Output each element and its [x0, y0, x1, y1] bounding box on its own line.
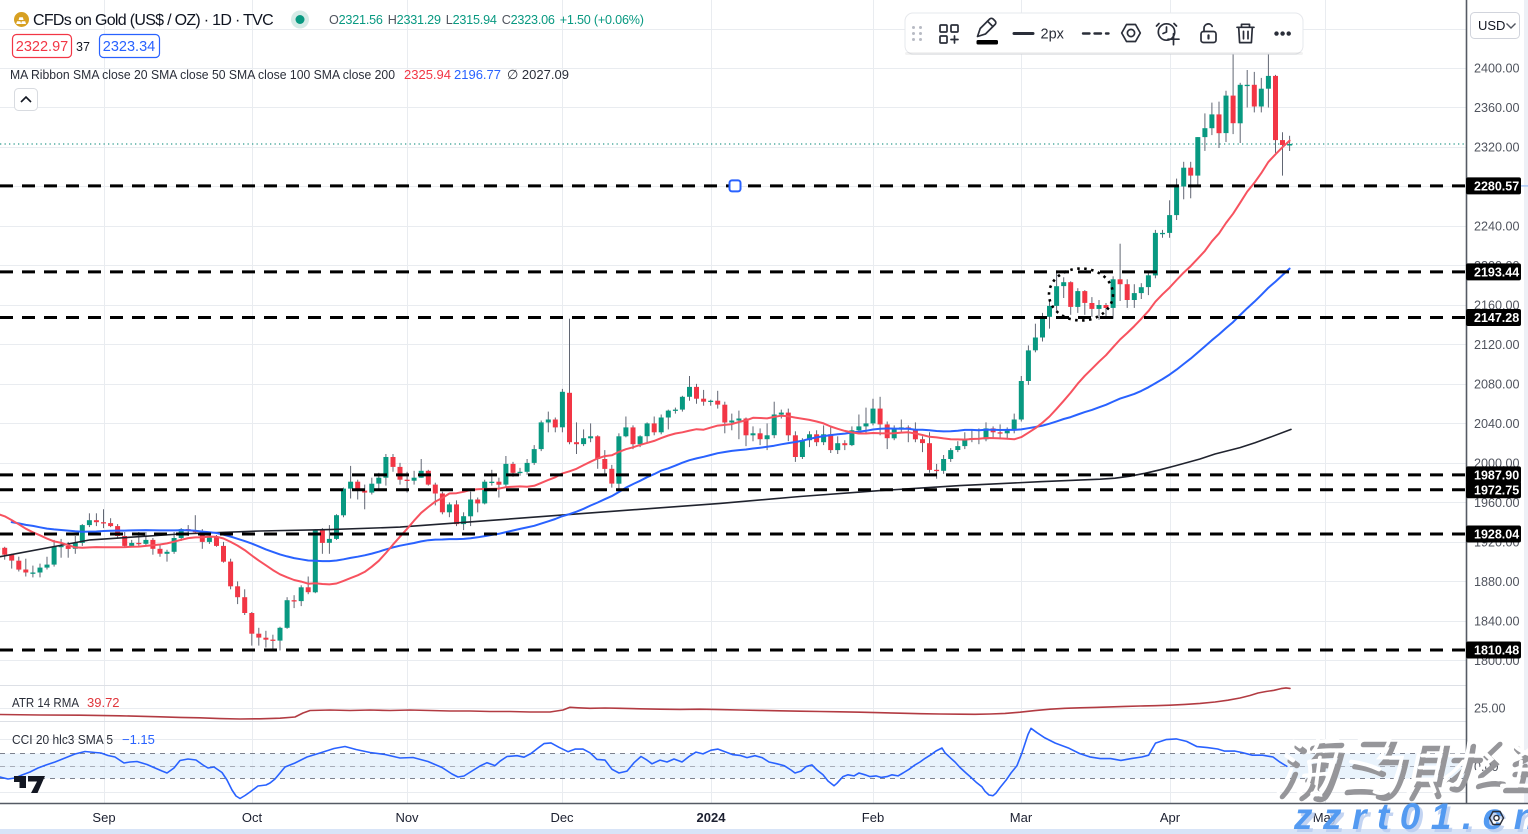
svg-text:∅ 2027.09: ∅ 2027.09: [507, 67, 569, 82]
svg-text:Apr: Apr: [1160, 810, 1181, 825]
svg-text:Dec: Dec: [550, 810, 574, 825]
svg-text:Feb: Feb: [862, 810, 884, 825]
svg-text:2147.28: 2147.28: [1474, 311, 1519, 325]
svg-text:2040.00: 2040.00: [1474, 417, 1520, 431]
svg-text:25.00: 25.00: [1474, 702, 1506, 716]
svg-text:MA Ribbon SMA close 20 SMA clo: MA Ribbon SMA close 20 SMA close 50 SMA …: [10, 67, 395, 82]
svg-text:1928.04: 1928.04: [1474, 528, 1519, 542]
svg-text:1972.75: 1972.75: [1474, 483, 1519, 497]
svg-text:2024: 2024: [697, 810, 727, 825]
svg-text:2400.00: 2400.00: [1474, 62, 1520, 76]
svg-text:Oct: Oct: [242, 810, 263, 825]
svg-text:2360.00: 2360.00: [1474, 101, 1520, 115]
svg-text:2323.34: 2323.34: [103, 39, 155, 55]
svg-text:Mar: Mar: [1010, 810, 1033, 825]
svg-text:zzrt01.cn: zzrt01.cn: [1296, 799, 1528, 834]
svg-text:zzrt01.cn: zzrt01.cn: [1293, 796, 1528, 834]
svg-text:37: 37: [76, 40, 90, 54]
svg-text:2325.94: 2325.94: [404, 67, 451, 82]
svg-text:−1.15: −1.15: [122, 732, 155, 747]
svg-text:2320.00: 2320.00: [1474, 141, 1520, 155]
svg-text:May: May: [1313, 810, 1338, 825]
svg-text:ATR 14 RMA: ATR 14 RMA: [12, 695, 79, 710]
svg-text:2196.77: 2196.77: [454, 67, 501, 82]
svg-text:2px: 2px: [1041, 27, 1065, 43]
svg-text:2120.00: 2120.00: [1474, 338, 1520, 352]
svg-text:Sep: Sep: [92, 810, 115, 825]
svg-text:1880.00: 1880.00: [1474, 575, 1520, 589]
svg-text:CCI 20 hlc3 SMA 5: CCI 20 hlc3 SMA 5: [12, 732, 113, 747]
svg-text:1810.48: 1810.48: [1474, 644, 1519, 658]
svg-text:2280.57: 2280.57: [1474, 179, 1519, 193]
svg-text:USD: USD: [1478, 18, 1505, 33]
svg-text:2240.00: 2240.00: [1474, 220, 1520, 234]
svg-text:CFDs on Gold (US$ / OZ) · 1D ·: CFDs on Gold (US$ / OZ) · 1D · TVC: [33, 12, 273, 29]
svg-text:Nov: Nov: [395, 810, 419, 825]
svg-text:2193.44: 2193.44: [1474, 265, 1519, 279]
svg-text:2322.97: 2322.97: [16, 39, 68, 55]
svg-text:39.72: 39.72: [87, 695, 120, 710]
svg-text:2080.00: 2080.00: [1474, 377, 1520, 391]
svg-text:1960.00: 1960.00: [1474, 496, 1520, 510]
svg-text:1987.90: 1987.90: [1474, 468, 1519, 482]
svg-text:1840.00: 1840.00: [1474, 614, 1520, 628]
